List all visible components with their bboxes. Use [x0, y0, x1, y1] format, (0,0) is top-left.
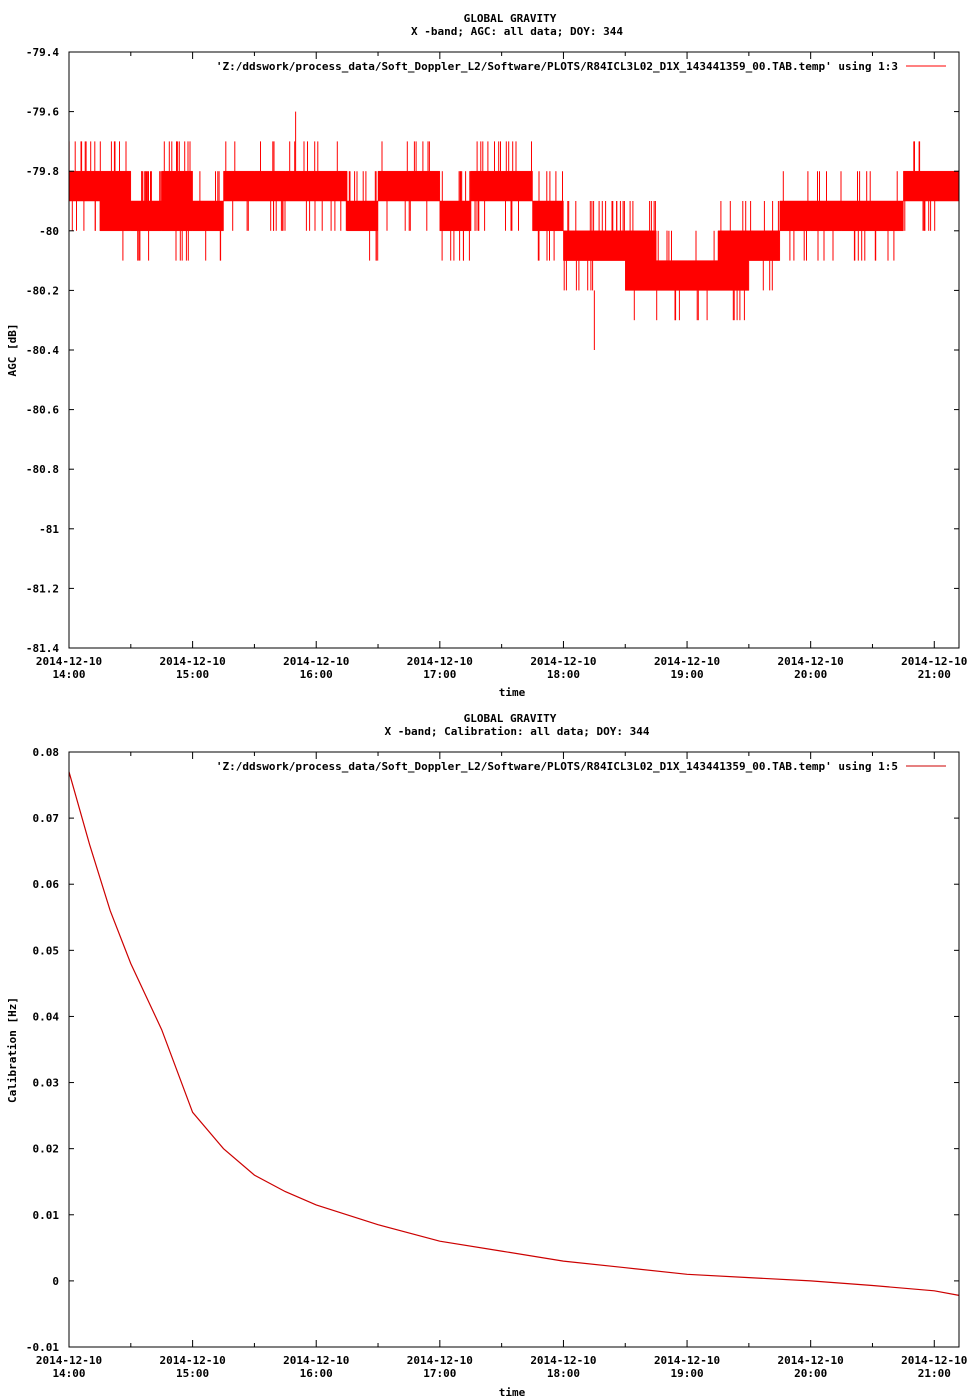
calibration-x-tick-time: 14:00 — [52, 1367, 85, 1380]
calibration-x-axis: 2014-12-1014:002014-12-1015:002014-12-10… — [36, 752, 967, 1380]
calibration-series-line — [68, 771, 960, 1296]
calibration-chart: GLOBAL GRAVITY X -band; Calibration: all… — [6, 712, 967, 1399]
calibration-y-tick-label: 0 — [52, 1275, 59, 1288]
agc-y-tick-label: -80.6 — [26, 404, 59, 417]
calibration-plot-frame — [68, 751, 960, 1348]
calibration-x-tick-time: 21:00 — [918, 1367, 951, 1380]
calibration-y-tick-label: 0.01 — [33, 1209, 60, 1222]
agc-series-group — [68, 111, 960, 350]
calibration-x-tick-date: 2014-12-10 — [407, 1354, 473, 1367]
agc-x-tick-date: 2014-12-10 — [159, 655, 225, 668]
agc-x-axis: 2014-12-1014:002014-12-1015:002014-12-10… — [36, 52, 967, 681]
calibration-y-tick-label: -0.01 — [26, 1341, 59, 1354]
calibration-y-tick-label: 0.02 — [33, 1143, 60, 1156]
calibration-chart-subtitle: X -band; Calibration: all data; DOY: 344 — [385, 725, 650, 738]
agc-x-tick-time: 15:00 — [176, 668, 209, 681]
agc-x-tick-time: 14:00 — [52, 668, 85, 681]
calibration-x-tick-time: 17:00 — [423, 1367, 456, 1380]
calibration-x-tick-time: 16:00 — [300, 1367, 333, 1380]
calibration-x-tick-time: 20:00 — [794, 1367, 827, 1380]
agc-x-tick-time: 16:00 — [300, 668, 333, 681]
calibration-chart-title: GLOBAL GRAVITY — [464, 712, 557, 725]
agc-x-tick-time: 20:00 — [794, 668, 827, 681]
agc-y-axis: -79.4 -79.6 -79.8 -80 -80.2 -80.4 -80.6 -80.8 -8… — [26, 46, 959, 655]
calibration-y-tick-label: 0.04 — [33, 1010, 60, 1023]
agc-x-tick-time: 21:00 — [918, 668, 951, 681]
agc-y-tick-label: -80 — [39, 225, 59, 238]
calibration-y-tick-label: 0.08 — [33, 746, 60, 759]
agc-y-tick-label: -79.6 — [26, 106, 59, 119]
calibration-x-tick-time: 19:00 — [670, 1367, 703, 1380]
agc-y-tick-label: -81.2 — [26, 582, 59, 595]
agc-x-tick-date: 2014-12-10 — [530, 655, 596, 668]
calibration-x-tick-date: 2014-12-10 — [778, 1354, 844, 1367]
agc-y-tick-label: -80.8 — [26, 463, 59, 476]
agc-x-tick-date: 2014-12-10 — [778, 655, 844, 668]
agc-y-tick-label: -79.4 — [26, 46, 59, 59]
agc-x-tick-date: 2014-12-10 — [901, 655, 967, 668]
agc-y-tick-label: -81.4 — [26, 642, 59, 655]
calibration-series-group — [68, 771, 960, 1296]
agc-x-tick-date: 2014-12-10 — [407, 655, 473, 668]
agc-y-axis-label: AGC [dB] — [6, 324, 19, 377]
calibration-y-axis: 0.08 0.07 0.06 0.05 0.04 0.03 0.02 0.01 0 -0.01 — [26, 746, 959, 1354]
agc-y-tick-label: -80.4 — [26, 344, 59, 357]
calibration-x-tick-date: 2014-12-10 — [283, 1354, 349, 1367]
agc-chart-subtitle: X -band; AGC: all data; DOY: 344 — [411, 25, 623, 38]
agc-legend-label: 'Z:/ddswork/process_data/Soft_Doppler_L2… — [216, 60, 898, 73]
calibration-y-tick-label: 0.06 — [33, 878, 60, 891]
calibration-legend: 'Z:/ddswork/process_data/Soft_Doppler_L2… — [216, 760, 946, 773]
calibration-legend-label: 'Z:/ddswork/process_data/Soft_Doppler_L2… — [216, 760, 898, 773]
agc-y-tick-label: -80.2 — [26, 284, 59, 297]
calibration-y-tick-label: 0.05 — [33, 944, 60, 957]
calibration-x-tick-date: 2014-12-10 — [654, 1354, 720, 1367]
agc-series-band — [68, 170, 960, 291]
agc-x-tick-time: 17:00 — [423, 668, 456, 681]
calibration-x-axis-label: time — [499, 1386, 526, 1399]
agc-x-axis-label: time — [499, 686, 526, 699]
calibration-x-tick-time: 18:00 — [547, 1367, 580, 1380]
agc-y-tick-label: -79.8 — [26, 165, 59, 178]
agc-chart: GLOBAL GRAVITY X -band; AGC: all data; D… — [6, 12, 967, 699]
agc-x-tick-time: 18:00 — [547, 668, 580, 681]
calibration-x-tick-date: 2014-12-10 — [901, 1354, 967, 1367]
calibration-y-axis-label: Calibration [Hz] — [6, 997, 19, 1103]
agc-x-tick-time: 19:00 — [670, 668, 703, 681]
agc-y-tick-label: -81 — [39, 523, 59, 536]
agc-x-tick-date: 2014-12-10 — [36, 655, 102, 668]
agc-chart-title: GLOBAL GRAVITY — [464, 12, 557, 25]
agc-legend: 'Z:/ddswork/process_data/Soft_Doppler_L2… — [216, 60, 946, 73]
calibration-y-tick-label: 0.03 — [33, 1077, 60, 1090]
calibration-y-tick-label: 0.07 — [33, 812, 60, 825]
calibration-x-tick-date: 2014-12-10 — [159, 1354, 225, 1367]
agc-plot-frame — [68, 51, 960, 649]
agc-x-tick-date: 2014-12-10 — [283, 655, 349, 668]
calibration-x-tick-date: 2014-12-10 — [530, 1354, 596, 1367]
calibration-x-tick-time: 15:00 — [176, 1367, 209, 1380]
agc-x-tick-date: 2014-12-10 — [654, 655, 720, 668]
calibration-x-tick-date: 2014-12-10 — [36, 1354, 102, 1367]
